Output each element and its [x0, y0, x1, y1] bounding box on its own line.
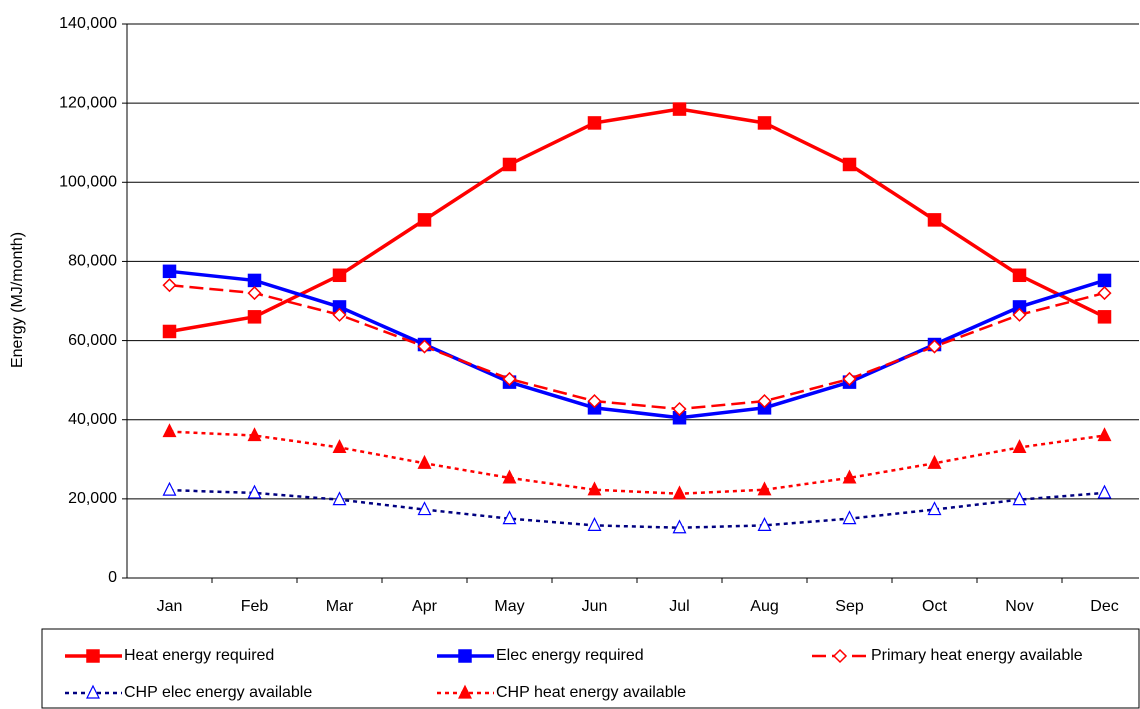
- x-tick-label: Jan: [157, 598, 183, 615]
- marker: [502, 157, 517, 172]
- x-tick-label: Oct: [922, 598, 947, 615]
- marker: [757, 517, 772, 531]
- y-tick-label: 100,000: [59, 174, 117, 191]
- series-line: [169, 283, 1105, 411]
- marker: [247, 427, 262, 442]
- marker: [417, 213, 432, 227]
- series-line: [169, 430, 1105, 495]
- marker: [162, 278, 177, 293]
- x-tick-label: Apr: [412, 598, 438, 615]
- x-tick-label: Nov: [1005, 598, 1033, 615]
- y-tick-label: 80,000: [68, 253, 117, 270]
- marker: [332, 439, 347, 454]
- legend-label: CHP elec energy available: [124, 684, 312, 701]
- marker: [927, 339, 942, 354]
- marker: [162, 264, 177, 279]
- marker: [1012, 439, 1027, 454]
- x-tick-label: Aug: [750, 598, 778, 615]
- marker: [842, 157, 857, 172]
- y-tick-label: 120,000: [59, 94, 117, 111]
- legend-box: [41, 628, 1140, 709]
- marker: [672, 401, 687, 417]
- y-tick-label: 140,000: [59, 15, 117, 32]
- legend-label: Elec energy required: [496, 647, 644, 664]
- marker: [1097, 310, 1112, 324]
- marker: [842, 371, 857, 387]
- marker: [757, 481, 772, 496]
- marker: [162, 481, 177, 496]
- marker: [247, 286, 262, 301]
- marker: [1097, 427, 1112, 442]
- marker: [927, 213, 942, 227]
- legend-marker: [86, 649, 100, 663]
- marker: [672, 485, 687, 500]
- y-tick-label: 0: [108, 569, 117, 586]
- marker: [757, 116, 772, 130]
- marker: [1097, 273, 1112, 288]
- x-tick-label: Dec: [1090, 598, 1118, 615]
- marker: [842, 469, 857, 484]
- x-tick-label: Jul: [669, 598, 689, 615]
- marker: [247, 310, 262, 324]
- legend-label: CHP heat energy available: [496, 684, 686, 701]
- marker: [332, 268, 347, 283]
- legend-label: Primary heat energy available: [871, 647, 1083, 664]
- legend-marker: [86, 684, 100, 699]
- marker: [162, 423, 177, 438]
- legend-label: Heat energy required: [124, 647, 274, 664]
- marker: [587, 517, 602, 531]
- marker: [162, 324, 177, 339]
- marker: [417, 454, 432, 469]
- marker: [757, 394, 772, 409]
- x-tick-label: Mar: [326, 598, 354, 615]
- y-tick-label: 60,000: [68, 332, 117, 349]
- series-line: [169, 107, 1106, 334]
- legend-marker: [458, 649, 472, 663]
- x-tick-label: May: [494, 598, 524, 615]
- marker: [332, 491, 347, 506]
- marker: [417, 501, 432, 516]
- series-line: [169, 488, 1105, 529]
- marker: [247, 273, 262, 288]
- marker: [417, 339, 432, 354]
- marker: [502, 469, 517, 484]
- legend-marker: [832, 648, 848, 664]
- marker: [587, 116, 602, 130]
- marker: [927, 501, 942, 516]
- series-line: [169, 269, 1106, 420]
- x-tick-label: Feb: [241, 598, 269, 615]
- y-axis-title: Energy (MJ/month): [9, 232, 26, 368]
- marker: [1012, 491, 1027, 506]
- marker: [332, 307, 347, 322]
- marker: [1012, 268, 1027, 283]
- marker: [587, 394, 602, 409]
- marker: [927, 454, 942, 469]
- marker: [247, 484, 262, 499]
- legend-marker: [458, 684, 472, 699]
- y-tick-label: 20,000: [68, 490, 117, 507]
- marker: [672, 519, 687, 534]
- marker: [842, 510, 857, 525]
- marker: [1097, 484, 1112, 499]
- x-tick-label: Sep: [835, 598, 864, 615]
- marker: [1012, 307, 1027, 322]
- y-tick-label: 40,000: [68, 411, 117, 428]
- marker: [587, 481, 602, 496]
- marker: [502, 510, 517, 525]
- marker: [1097, 286, 1112, 301]
- marker: [502, 371, 517, 387]
- marker: [672, 102, 687, 116]
- x-tick-label: Jun: [582, 598, 608, 615]
